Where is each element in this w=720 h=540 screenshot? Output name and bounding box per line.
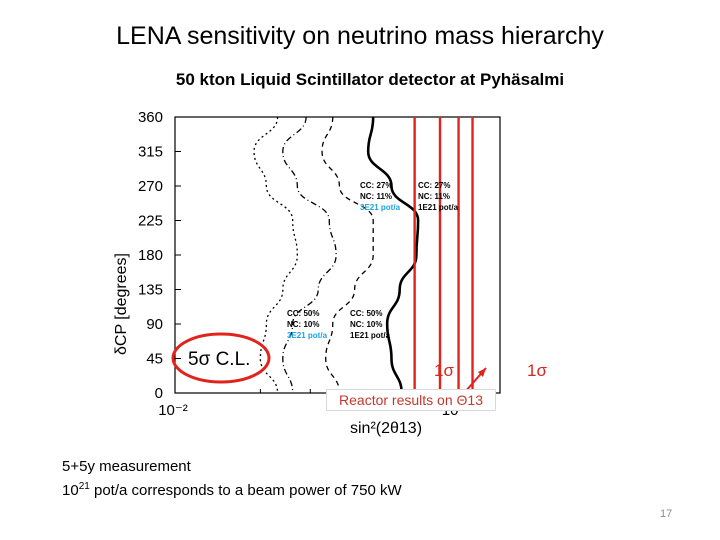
sensitivity-curve-dashed bbox=[321, 116, 374, 394]
slide-title: LENA sensitivity on neutrino mass hierar… bbox=[116, 22, 604, 50]
notes-line-1: 5+5y measurement bbox=[62, 458, 191, 475]
x-tick-label: 10⁻² bbox=[158, 402, 188, 419]
annotation-line: 3E21 pot/a bbox=[360, 203, 401, 212]
reactor-arrow-head bbox=[478, 368, 486, 377]
notes-line-2: 1021 pot/a corresponds to a beam power o… bbox=[62, 477, 402, 501]
y-axis-label: δCP [degrees] bbox=[113, 253, 130, 355]
sensitivity-curve-solid bbox=[366, 116, 420, 394]
annotation-bottom-left: CC: 50% NC: 10% 3E21 pot/a bbox=[287, 309, 328, 340]
x-axis-label: sin²(2θ13) bbox=[350, 420, 422, 437]
annotation-line: CC: 50% bbox=[350, 309, 382, 318]
notes-exponent: 21 bbox=[78, 481, 90, 492]
annotation-line: NC: 11% bbox=[360, 192, 392, 201]
annotation-line: 3E21 pot/a bbox=[287, 331, 328, 340]
annotation-top-right: CC: 27% NC: 11% 1E21 pot/a bbox=[418, 181, 459, 212]
notes: 5+5y measurement 1021 pot/a corresponds … bbox=[62, 457, 402, 501]
annotation-line: NC: 11% bbox=[418, 192, 450, 201]
cl-highlight-ellipse bbox=[171, 332, 271, 384]
cl-label: 5σ C.L. bbox=[188, 349, 250, 370]
y-tick-label: 180 bbox=[138, 247, 163, 264]
one-sigma-label-right: 1σ bbox=[527, 361, 547, 380]
annotation-bottom-right: CC: 50% NC: 10% 1E21 pot/a bbox=[350, 309, 391, 340]
y-tick-label: 135 bbox=[138, 282, 163, 299]
annotation-line: NC: 10% bbox=[350, 320, 382, 329]
notes-rest: pot/a corresponds to a beam power of 750… bbox=[89, 482, 402, 499]
y-tick-label: 225 bbox=[138, 213, 163, 230]
y-tick-label: 90 bbox=[146, 316, 163, 333]
annotation-line: 1E21 pot/a bbox=[350, 331, 391, 340]
y-tick-label: 45 bbox=[146, 351, 163, 368]
slide-subtitle: 50 kton Liquid Scintillator detector at … bbox=[175, 70, 565, 89]
one-sigma-label-left: 1σ bbox=[434, 361, 454, 380]
y-tick-label: 0 bbox=[155, 385, 163, 402]
sensitivity-curve-dotted bbox=[253, 116, 298, 394]
y-tick-group: 0 45 90 135 180 225 270 315 360 bbox=[138, 109, 181, 402]
y-tick-label: 315 bbox=[138, 144, 163, 161]
sensitivity-curve-dash-dot bbox=[282, 116, 337, 394]
annotation-line: 1E21 pot/a bbox=[418, 203, 459, 212]
page-number: 17 bbox=[660, 508, 673, 520]
one-sigma-lines bbox=[413, 117, 474, 393]
reactor-results-label: Reactor results on Θ13 bbox=[326, 389, 496, 411]
annotation-top-left: CC: 27% NC: 11% 3E21 pot/a bbox=[360, 181, 401, 212]
curve-group bbox=[253, 116, 420, 394]
annotation-line: CC: 50% bbox=[287, 309, 319, 318]
y-tick-label: 360 bbox=[138, 109, 163, 126]
y-tick-label: 270 bbox=[138, 178, 163, 195]
annotation-line: CC: 27% bbox=[418, 181, 450, 190]
notes-base: 10 bbox=[62, 482, 79, 499]
annotation-line: CC: 27% bbox=[360, 181, 392, 190]
annotation-line: NC: 10% bbox=[287, 320, 319, 329]
